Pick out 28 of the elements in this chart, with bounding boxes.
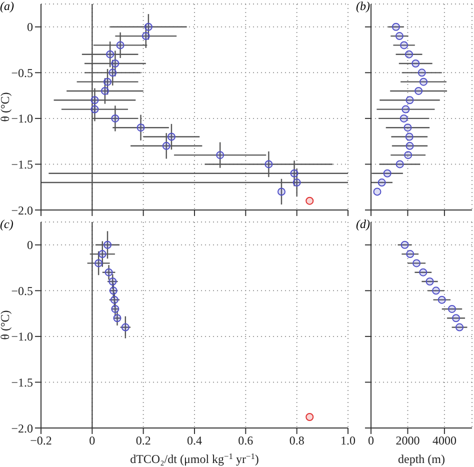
chart-title: (b) bbox=[356, 0, 370, 13]
x-tick-label: 0.2 bbox=[136, 434, 151, 448]
y-tick-label: 0 bbox=[27, 20, 33, 34]
x-tick-label: 0 bbox=[89, 434, 96, 448]
x-tick-label: 0.8 bbox=[289, 434, 304, 448]
y-tick-label: −1.5 bbox=[11, 157, 33, 172]
y-tick-label: −0.5 bbox=[11, 66, 33, 80]
y-axis-title: θ (°C) bbox=[0, 310, 12, 340]
y-tick-label: −2.0 bbox=[11, 421, 33, 436]
y-tick-label: −1.0 bbox=[11, 330, 33, 344]
x-tick-label: 2000 bbox=[396, 434, 420, 448]
y-axis-title: θ (°C) bbox=[0, 92, 12, 122]
y-tick-label: −1.5 bbox=[11, 375, 33, 390]
x-tick-label: 4000 bbox=[432, 434, 456, 448]
y-tick-label: −0.5 bbox=[11, 284, 33, 298]
y-tick-label: 0 bbox=[27, 238, 33, 252]
y-tick-label: −2.0 bbox=[11, 203, 33, 218]
x-axis-title: depth (m) bbox=[398, 452, 445, 466]
y-tick-label: −1.0 bbox=[11, 112, 33, 126]
x-tick-label: 0.4 bbox=[187, 434, 202, 448]
chart-title: (d) bbox=[356, 217, 370, 231]
x-axis-title: dTCO₂/dt (μmol kg$^{−1}$ yr$^{−1}$) bbox=[130, 452, 259, 466]
chart-title: (c) bbox=[0, 217, 14, 231]
chart-title: (a) bbox=[0, 0, 14, 13]
x-tick-label: 0.6 bbox=[238, 434, 254, 448]
x-tick-label: 0 bbox=[368, 434, 374, 448]
x-tick-label: −0.2 bbox=[30, 434, 52, 448]
x-tick-label: 1.0 bbox=[340, 434, 356, 448]
